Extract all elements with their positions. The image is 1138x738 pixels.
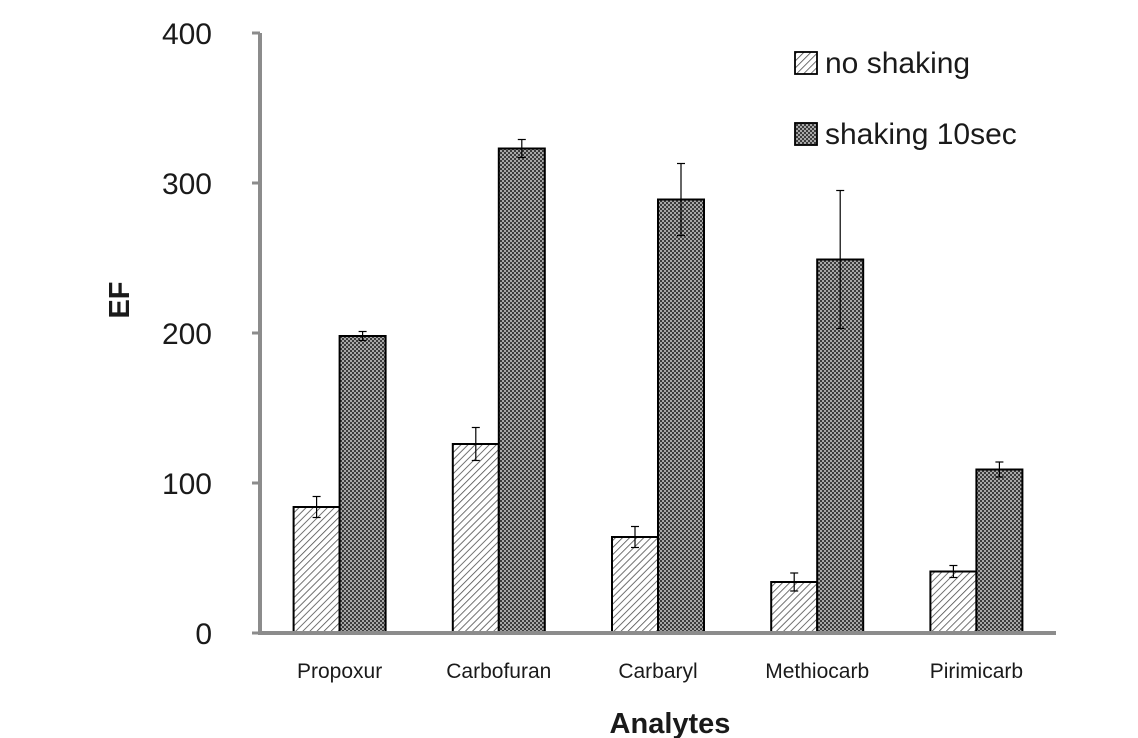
legend-label-no-shaking: no shaking: [825, 47, 970, 80]
legend-swatch-no-shaking: [794, 51, 818, 75]
x-category-label: Methiocarb: [765, 660, 869, 683]
bar-shaking-10sec: [975, 468, 1024, 634]
bar-shaking-10sec: [657, 198, 705, 634]
legend-label-shaking-10sec: shaking 10sec: [825, 118, 1017, 151]
bar-no-shaking: [451, 443, 500, 634]
x-labels-group: Propoxur Carbofuran Carbaryl Methiocarb Piri…: [297, 660, 1023, 683]
y-tick-label: 400: [162, 18, 212, 51]
x-category-label: Carbaryl: [618, 660, 697, 683]
y-tick-label: 300: [162, 168, 212, 201]
y-ticks-group: 0 100 200 300 400: [162, 18, 260, 651]
bar-no-shaking: [611, 536, 659, 634]
x-category-label: Propoxur: [297, 660, 382, 683]
y-axis-title: EF: [104, 281, 136, 318]
x-axis-title: Analytes: [610, 708, 731, 738]
bar-no-shaking: [292, 506, 341, 634]
legend: no shaking shaking 10sec: [794, 47, 1017, 151]
y-tick-label: 200: [162, 318, 212, 351]
bar-no-shaking: [929, 570, 978, 634]
y-tick-label: 100: [162, 468, 212, 501]
bar-shaking-10sec: [338, 335, 387, 634]
bars-group: [292, 138, 1024, 634]
bar-shaking-10sec: [497, 147, 546, 634]
x-category-label: Pirimicarb: [930, 660, 1023, 683]
legend-swatch-shaking-10sec: [794, 122, 818, 146]
y-tick-label: 0: [195, 618, 212, 651]
x-category-label: Carbofuran: [446, 660, 551, 683]
